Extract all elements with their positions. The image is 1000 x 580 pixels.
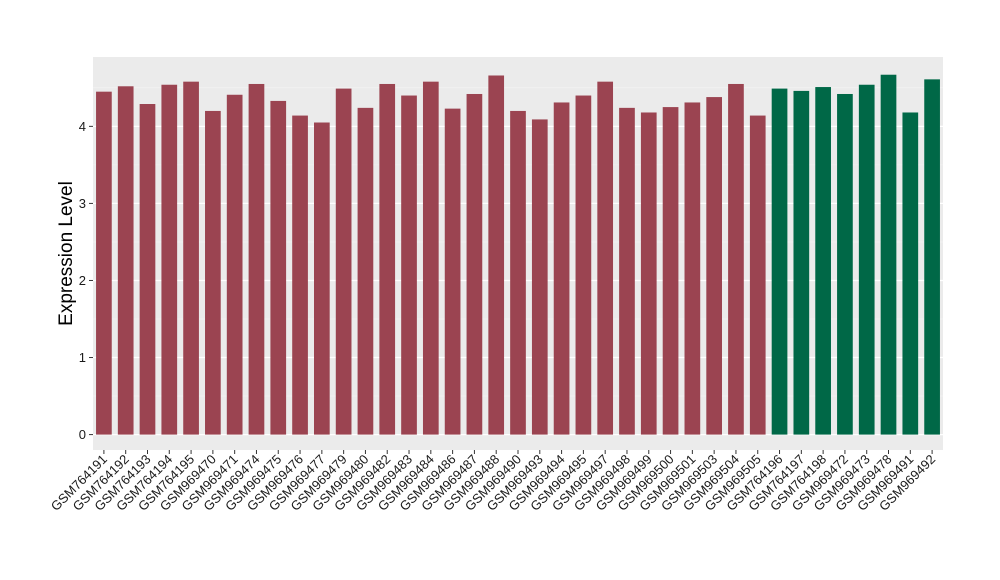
bar-gsm764192: [117, 86, 134, 435]
bar-gsm969495: [575, 95, 592, 435]
bar-gsm969504: [728, 83, 744, 435]
bar-gsm969492: [924, 79, 940, 435]
bar-gsm969491: [902, 112, 919, 435]
y-tick-label: 0: [79, 427, 86, 442]
x-axis: GSM764191GSM764192GSM764193GSM764194GSM7…: [48, 450, 938, 514]
y-axis-title: Expression Level: [56, 181, 77, 326]
bar-gsm969499: [640, 112, 657, 435]
bar-gsm969474: [248, 83, 265, 435]
bar-gsm969493: [531, 119, 548, 435]
bar-gsm764194: [161, 84, 178, 435]
bar-gsm969484: [422, 81, 439, 435]
bar-gsm969483: [401, 95, 417, 435]
bar-gsm969482: [379, 83, 396, 435]
bars: [96, 74, 940, 435]
bar-gsm969488: [488, 75, 505, 435]
bar-gsm969473: [858, 84, 875, 435]
bar-gsm764195: [183, 81, 199, 435]
bar-gsm969480: [357, 107, 374, 435]
bar-gsm969479: [335, 88, 352, 435]
bar-gsm969494: [553, 102, 570, 435]
y-tick-label: 2: [79, 273, 86, 288]
bar-gsm969477: [314, 122, 330, 435]
bar-gsm764197: [793, 90, 810, 435]
bar-gsm969472: [837, 93, 853, 435]
y-tick-label: 4: [79, 119, 86, 134]
bar-gsm969497: [597, 81, 614, 435]
bar-gsm969501: [684, 102, 701, 435]
bar-gsm969503: [706, 97, 722, 435]
bar-gsm764191: [96, 91, 112, 435]
bar-gsm969498: [619, 107, 635, 435]
y-tick-label: 1: [79, 350, 86, 365]
bar-gsm969475: [270, 100, 287, 435]
bar-gsm764193: [139, 104, 156, 435]
bar-gsm969478: [880, 74, 897, 435]
bar-gsm969486: [444, 108, 461, 435]
bar-gsm969471: [226, 94, 243, 435]
bar-gsm764198: [815, 87, 831, 435]
y-tick-label: 3: [79, 196, 86, 211]
bar-gsm969470: [205, 110, 221, 435]
y-axis: 0 1 2 3 4: [79, 119, 93, 442]
bar-gsm969487: [466, 93, 483, 435]
bar-gsm764196: [771, 88, 788, 435]
bar-gsm969476: [292, 115, 308, 435]
bar-gsm969500: [662, 107, 679, 435]
bar-gsm969505: [749, 115, 766, 435]
bar-gsm969490: [510, 110, 526, 435]
